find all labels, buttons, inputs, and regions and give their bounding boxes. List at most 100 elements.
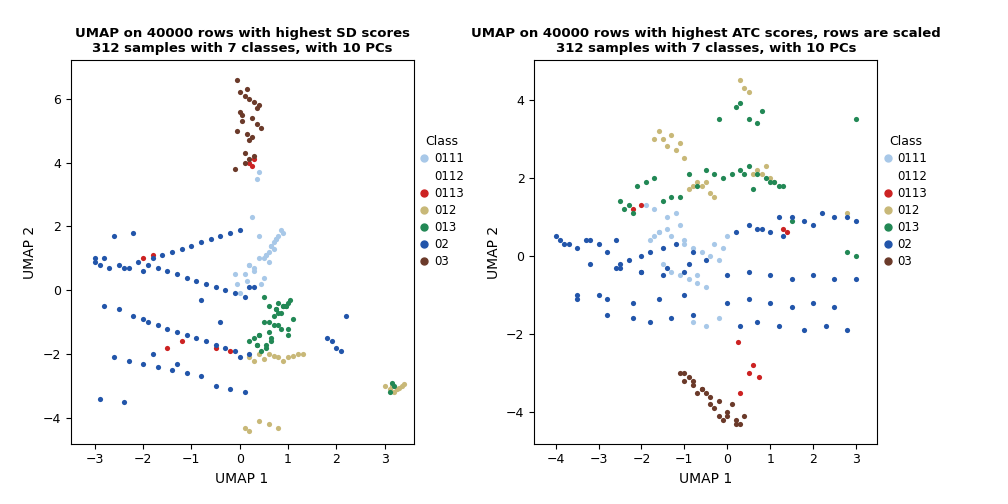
Point	[239, 85, 255, 93]
Title: UMAP on 40000 rows with highest ATC scores, rows are scaled
312 samples with 7 c: UMAP on 40000 rows with highest ATC scor…	[471, 27, 940, 55]
Point	[258, 251, 274, 259]
Point	[730, 338, 746, 346]
Point	[827, 275, 843, 283]
Point	[178, 274, 195, 282]
Point	[168, 270, 184, 278]
Point	[552, 236, 569, 244]
Point	[377, 382, 393, 390]
Point	[698, 283, 714, 291]
Point	[762, 177, 778, 185]
Point	[282, 296, 298, 304]
Point	[333, 347, 349, 355]
Point	[237, 389, 253, 397]
Point	[676, 240, 692, 248]
Point	[805, 221, 822, 229]
Point	[625, 314, 641, 323]
Point	[173, 245, 190, 253]
Point	[625, 299, 641, 307]
Point	[198, 337, 214, 345]
Point	[87, 255, 103, 263]
Point	[754, 107, 770, 115]
Point	[676, 369, 692, 377]
Point	[741, 88, 757, 96]
Point	[762, 299, 778, 307]
Point	[736, 170, 752, 178]
Point	[273, 308, 289, 317]
Point	[251, 255, 267, 263]
Point	[232, 289, 248, 297]
Point	[612, 260, 628, 268]
Point	[689, 177, 706, 185]
Point	[227, 270, 243, 278]
Point	[270, 232, 286, 240]
Point	[711, 412, 727, 420]
Point	[251, 331, 267, 339]
Point	[270, 353, 286, 361]
Point	[239, 130, 255, 138]
Point	[655, 135, 671, 143]
Point	[393, 382, 409, 390]
Point	[249, 120, 265, 129]
Point	[672, 369, 688, 377]
Point	[689, 181, 706, 190]
Point	[92, 395, 108, 403]
Point	[732, 99, 748, 107]
Point	[232, 353, 248, 361]
Point	[680, 373, 697, 381]
Point	[646, 174, 662, 182]
X-axis label: UMAP 1: UMAP 1	[679, 472, 733, 486]
Point	[732, 166, 748, 174]
Point	[719, 412, 735, 420]
Point	[256, 255, 272, 263]
Point	[689, 389, 706, 397]
Point	[749, 170, 765, 178]
Point	[702, 400, 718, 408]
Point	[599, 295, 615, 303]
Point	[270, 308, 286, 317]
Point	[724, 170, 740, 178]
Point	[116, 398, 132, 406]
Point	[246, 267, 262, 275]
Point	[621, 256, 637, 264]
Point	[268, 235, 284, 243]
Point	[707, 404, 723, 412]
Point	[719, 232, 735, 240]
Point	[749, 319, 765, 327]
Point	[241, 159, 257, 167]
Point	[208, 283, 224, 291]
Point	[840, 213, 856, 221]
Point	[578, 236, 594, 244]
Point	[294, 350, 310, 358]
Point	[775, 224, 791, 232]
Point	[749, 224, 765, 232]
Point	[694, 385, 710, 393]
Point	[663, 193, 679, 201]
Point	[766, 177, 782, 185]
Point	[168, 360, 184, 368]
Point	[280, 299, 296, 307]
Point	[270, 322, 286, 330]
Point	[140, 318, 156, 326]
Point	[273, 325, 289, 333]
Point	[229, 76, 245, 84]
Point	[193, 372, 209, 381]
Point	[715, 174, 731, 182]
Point	[246, 283, 262, 291]
Point	[253, 347, 269, 355]
Point	[680, 185, 697, 194]
Point	[241, 136, 257, 144]
Point	[265, 322, 281, 330]
Point	[758, 162, 774, 170]
Point	[251, 417, 267, 425]
Point	[249, 104, 265, 112]
Point	[261, 350, 277, 358]
Point	[386, 382, 402, 390]
Point	[241, 95, 257, 103]
Point	[277, 302, 293, 310]
Point	[707, 170, 723, 178]
Point	[217, 344, 233, 352]
Point	[280, 325, 296, 333]
Point	[253, 280, 269, 288]
Point	[135, 360, 151, 368]
Point	[796, 326, 812, 334]
